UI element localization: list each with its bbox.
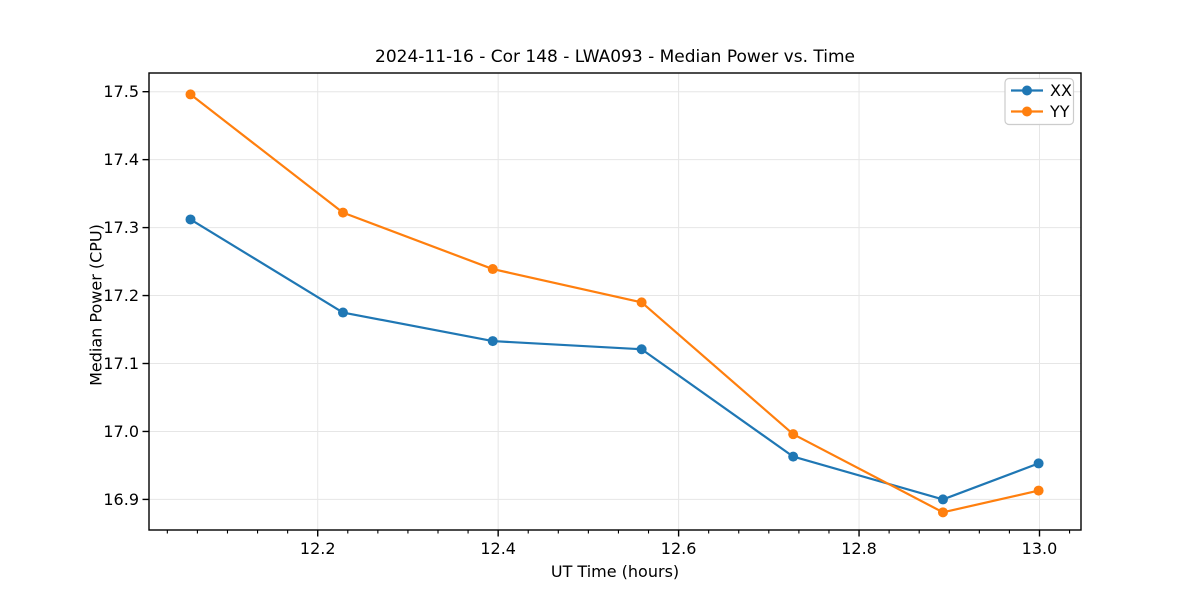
data-point-marker-xx bbox=[636, 344, 647, 355]
y-axis-label: Median Power (CPU) bbox=[86, 224, 106, 386]
data-point-marker-yy bbox=[1033, 485, 1044, 496]
data-point-marker-yy bbox=[788, 429, 799, 440]
x-axis-label: UT Time (hours) bbox=[550, 562, 680, 581]
y-tick-label: 17.3 bbox=[103, 218, 139, 237]
data-point-marker-xx bbox=[337, 307, 348, 318]
data-point-marker-yy bbox=[937, 507, 948, 518]
y-tick-label: 17.2 bbox=[103, 286, 139, 305]
data-point-marker-yy bbox=[636, 297, 647, 308]
legend-swatch-marker bbox=[1022, 106, 1032, 117]
x-tick-label: 13.0 bbox=[1022, 539, 1058, 558]
legend-label: YY bbox=[1049, 102, 1070, 121]
y-tick-label: 17.0 bbox=[103, 422, 139, 441]
x-tick-label: 12.8 bbox=[841, 539, 877, 558]
legend-label: XX bbox=[1050, 81, 1072, 100]
data-point-marker-yy bbox=[487, 264, 498, 275]
data-point-marker-xx bbox=[185, 214, 196, 225]
data-point-marker-xx bbox=[788, 451, 799, 462]
x-tick-label: 12.4 bbox=[480, 539, 516, 558]
x-tick-label: 12.2 bbox=[300, 539, 336, 558]
chart-title: 2024-11-16 - Cor 148 - LWA093 - Median P… bbox=[375, 47, 855, 67]
x-tick-label: 12.6 bbox=[661, 539, 697, 558]
plot-border bbox=[148, 72, 1082, 531]
data-point-marker-yy bbox=[185, 89, 196, 100]
data-point-marker-yy bbox=[337, 207, 348, 218]
legend-swatch-marker bbox=[1022, 85, 1032, 96]
y-tick-label: 16.9 bbox=[103, 490, 139, 509]
data-point-marker-xx bbox=[487, 336, 498, 347]
y-tick-label: 17.1 bbox=[103, 354, 139, 373]
y-tick-label: 17.5 bbox=[103, 82, 139, 101]
data-point-marker-xx bbox=[1033, 458, 1044, 469]
y-tick-label: 17.4 bbox=[103, 150, 139, 169]
data-point-marker-xx bbox=[937, 494, 948, 505]
